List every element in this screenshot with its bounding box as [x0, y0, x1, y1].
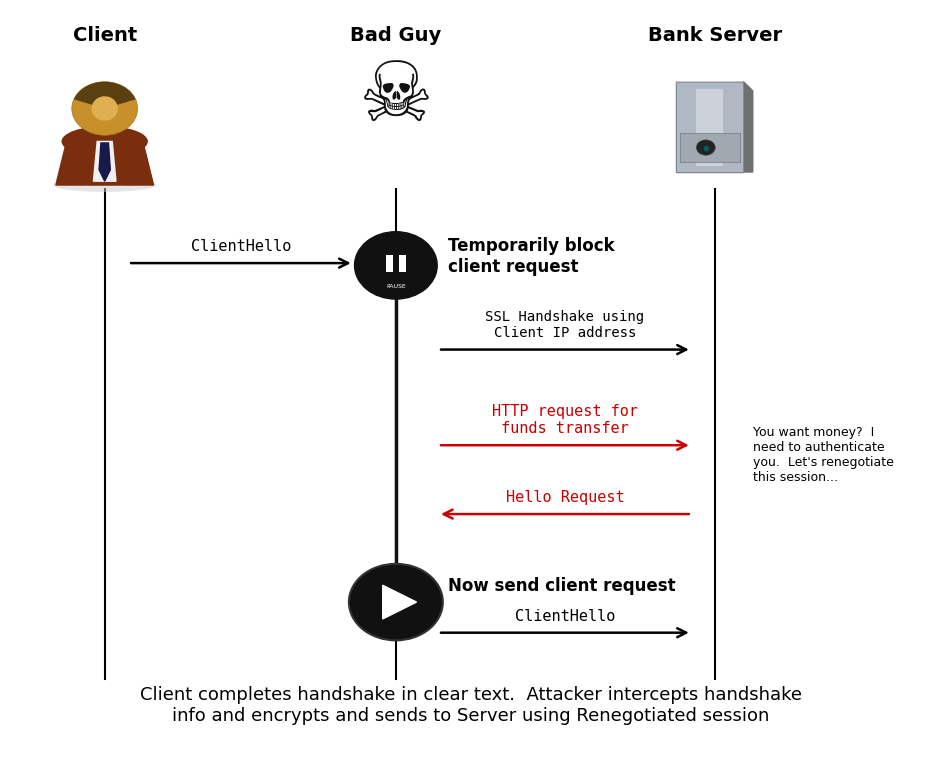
FancyBboxPatch shape [679, 133, 739, 162]
Text: ClientHello: ClientHello [190, 239, 291, 254]
Text: SSL Handshake using
Client IP address: SSL Handshake using Client IP address [485, 310, 644, 340]
Circle shape [354, 232, 437, 299]
Polygon shape [99, 143, 110, 181]
Text: Temporarily block
client request: Temporarily block client request [447, 237, 614, 276]
Polygon shape [675, 81, 753, 91]
Text: Hello Request: Hello Request [506, 490, 625, 505]
FancyBboxPatch shape [385, 255, 393, 272]
Circle shape [696, 140, 715, 155]
Text: Bank Server: Bank Server [648, 26, 782, 45]
Ellipse shape [53, 178, 156, 192]
FancyBboxPatch shape [675, 81, 743, 172]
Text: Bad Guy: Bad Guy [350, 26, 442, 45]
Text: ☠: ☠ [359, 57, 433, 137]
FancyBboxPatch shape [696, 89, 723, 166]
FancyBboxPatch shape [675, 81, 743, 172]
Polygon shape [382, 585, 416, 619]
Text: Client: Client [73, 26, 137, 45]
Polygon shape [743, 81, 753, 172]
Circle shape [72, 81, 138, 135]
FancyBboxPatch shape [398, 255, 406, 272]
Text: PAUSE: PAUSE [386, 284, 406, 290]
Ellipse shape [91, 96, 118, 121]
Text: You want money?  I
need to authenticate
you.  Let's renegotiate
this session...: You want money? I need to authenticate y… [753, 426, 894, 484]
Wedge shape [73, 81, 136, 108]
Text: Client completes handshake in clear text.  Attacker intercepts handshake
info an: Client completes handshake in clear text… [140, 686, 802, 724]
Polygon shape [93, 141, 116, 181]
Text: Now send client request: Now send client request [447, 577, 675, 595]
Ellipse shape [61, 126, 148, 157]
Circle shape [349, 564, 443, 641]
Polygon shape [56, 139, 154, 185]
Text: HTTP request for
funds transfer: HTTP request for funds transfer [492, 404, 638, 436]
Text: ClientHello: ClientHello [514, 608, 615, 624]
